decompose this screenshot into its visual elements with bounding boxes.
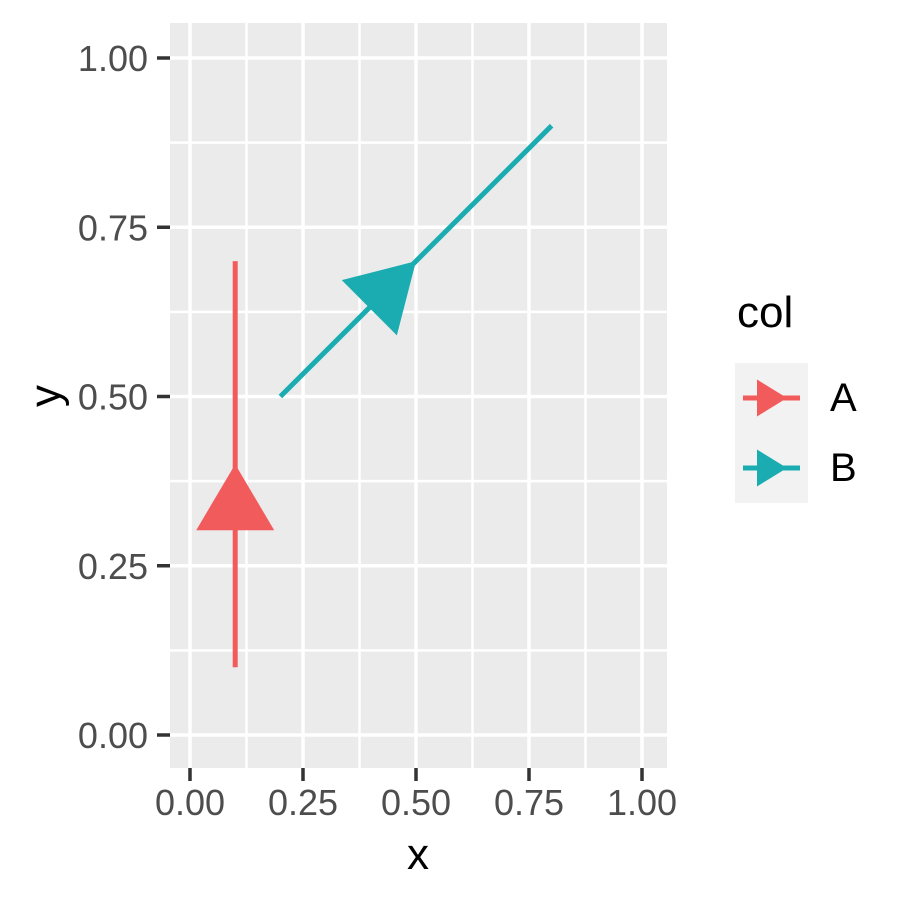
legend-arrow-symbol-A bbox=[743, 379, 800, 417]
x-tick-label: 0.75 bbox=[494, 782, 564, 823]
y-tick-label: 1.00 bbox=[78, 38, 148, 79]
y-tick-label: 0.50 bbox=[78, 377, 148, 418]
y-tick-label: 0.00 bbox=[78, 715, 148, 756]
major-gridlines bbox=[170, 23, 667, 768]
axis-ticks bbox=[157, 56, 644, 781]
series-A-arrowhead bbox=[196, 464, 275, 531]
x-tick-label: 0.50 bbox=[381, 782, 451, 823]
series-B bbox=[278, 123, 554, 399]
legend-entry-B: B bbox=[735, 433, 900, 503]
y-tick-labels: 0.00 0.25 0.50 0.75 1.00 bbox=[78, 38, 148, 756]
x-tick-label: 0.25 bbox=[268, 782, 338, 823]
legend-title: col bbox=[737, 288, 794, 337]
legend-entry-A: A bbox=[735, 363, 900, 433]
legend-label-B: B bbox=[830, 446, 857, 490]
y-axis-title: y bbox=[21, 385, 70, 407]
legend-arrow-symbol-B bbox=[743, 449, 800, 487]
legend-key-B bbox=[735, 433, 808, 503]
x-tick-labels: 0.00 0.25 0.50 0.75 1.00 bbox=[155, 782, 677, 823]
x-tick-label: 1.00 bbox=[607, 782, 677, 823]
legend-key-A bbox=[735, 363, 808, 433]
legend-symbol-arrowhead bbox=[757, 379, 787, 417]
y-tick-label: 0.75 bbox=[78, 207, 148, 248]
legend-symbol-arrowhead bbox=[757, 449, 787, 487]
y-tick-label: 0.25 bbox=[78, 546, 148, 587]
x-tick-label: 0.00 bbox=[155, 782, 225, 823]
series-B-arrowhead bbox=[341, 261, 416, 336]
legend-label-A: A bbox=[830, 376, 857, 420]
x-axis-title: x bbox=[407, 830, 429, 879]
series-A bbox=[196, 261, 275, 668]
